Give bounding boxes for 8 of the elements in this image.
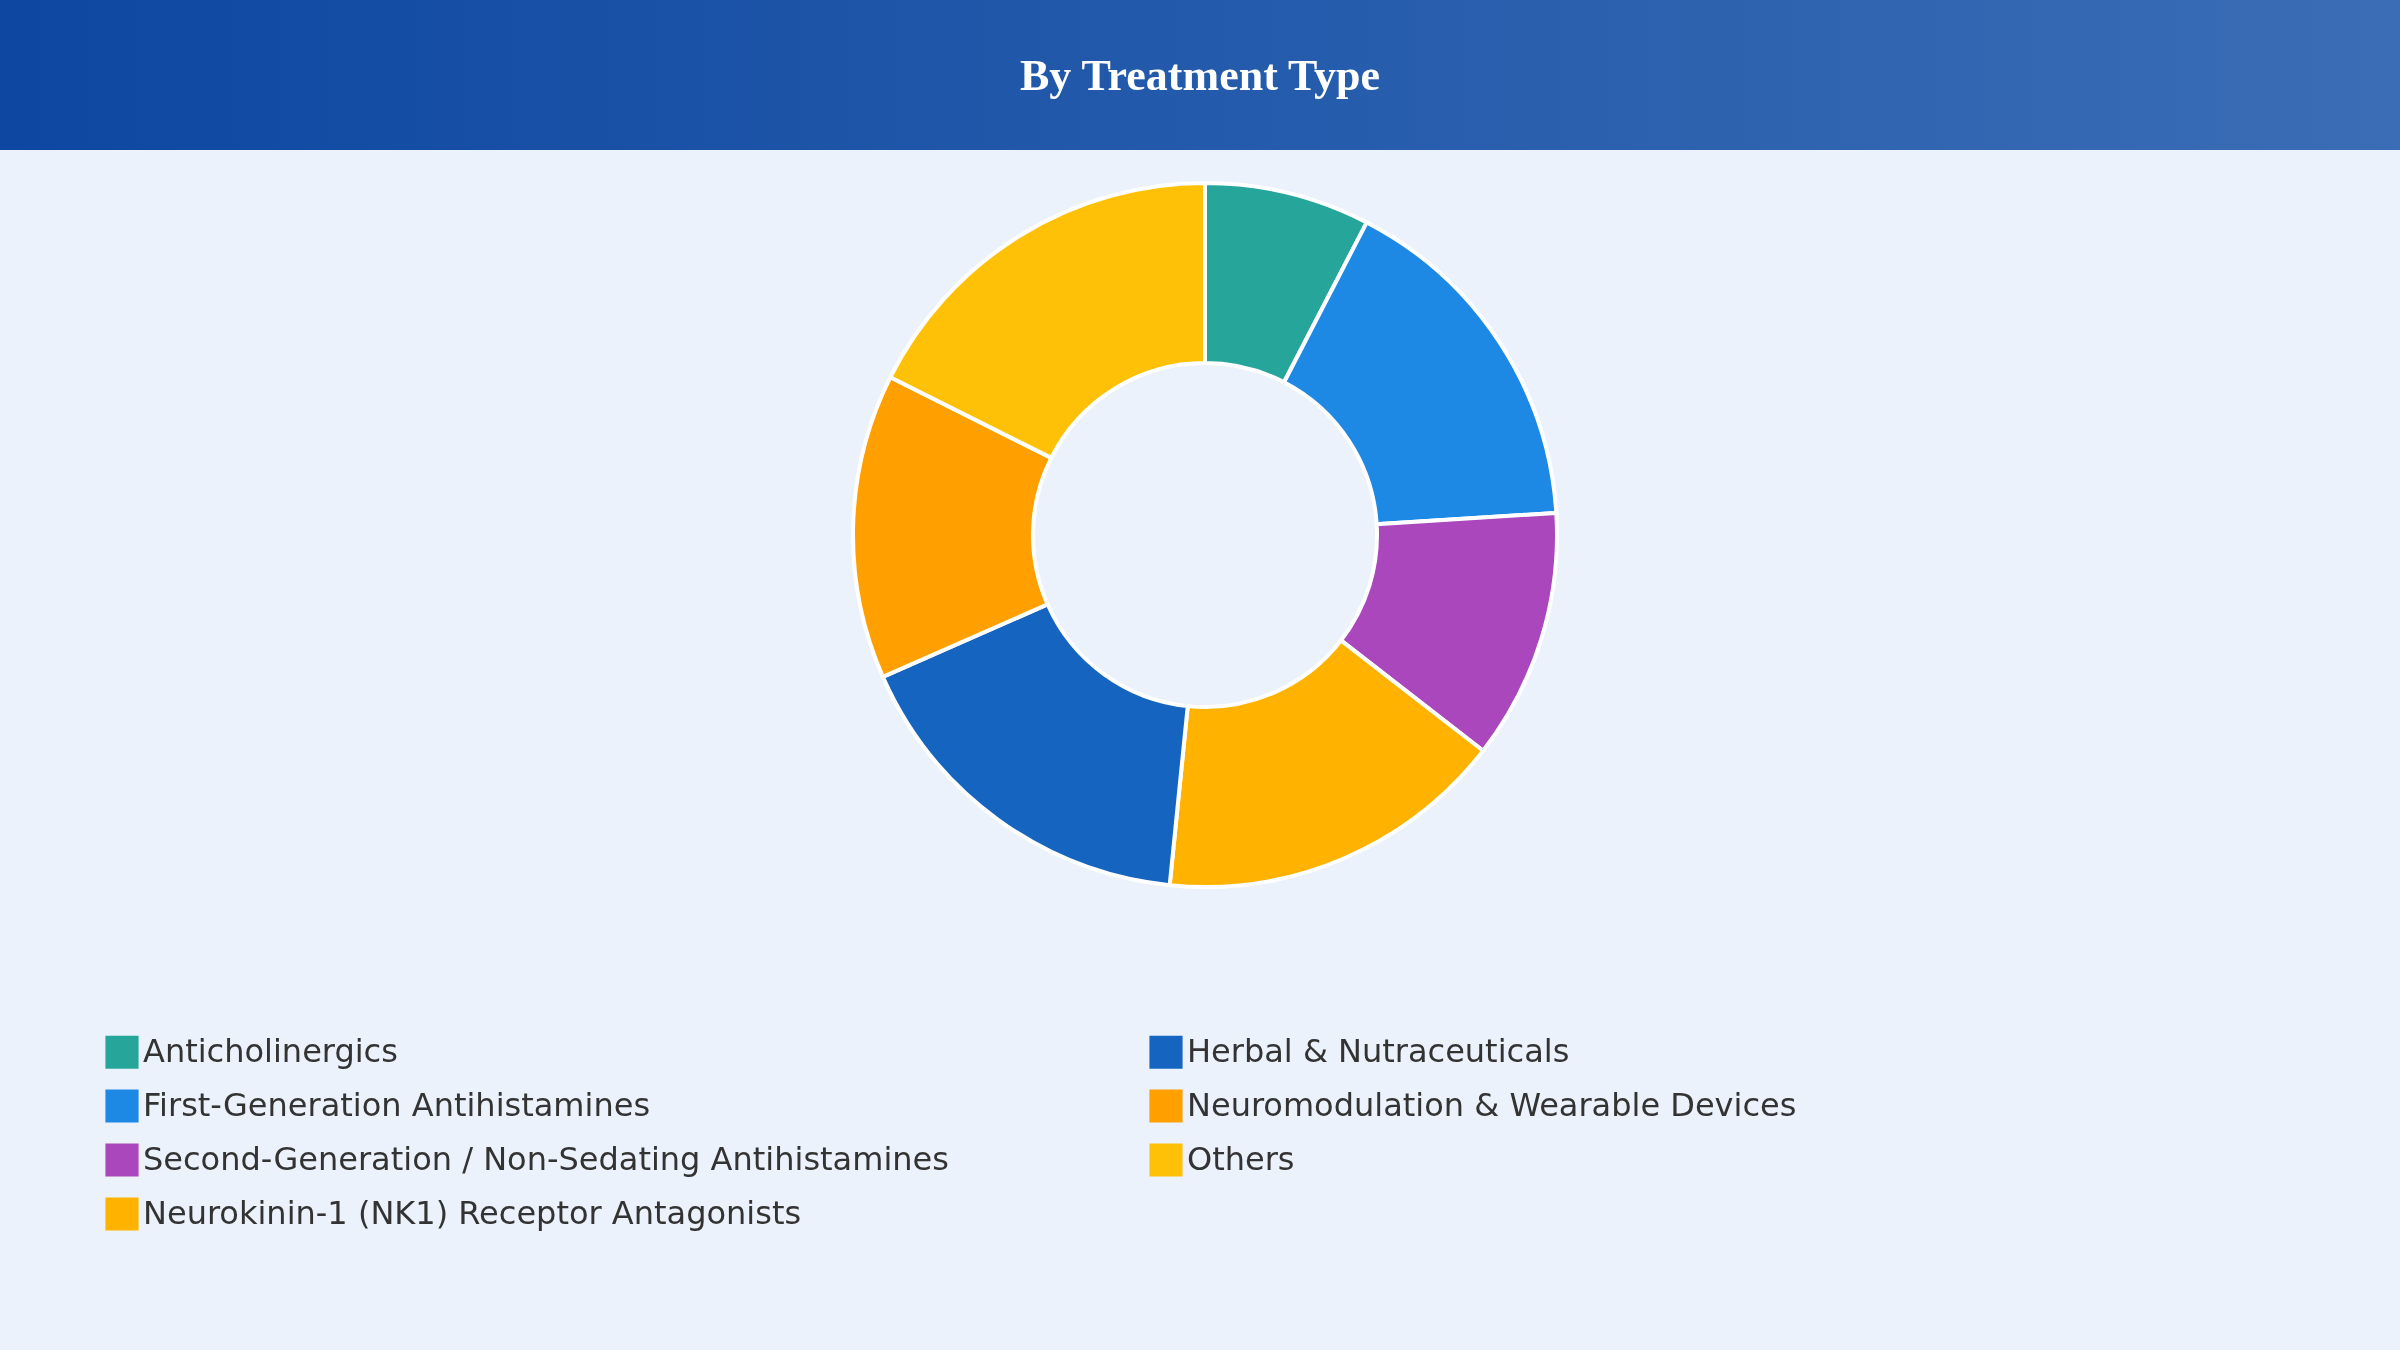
chart-title: By Treatment Type [0,0,2400,150]
legend-label: Neurokinin-1 (NK1) Receptor Antagonists [143,1194,802,1232]
legend-label: Anticholinergics [143,1032,398,1071]
legend-label: Others [1187,1140,1295,1178]
legend-label: Herbal & Nutraceuticals [1187,1032,1570,1071]
legend-label: Neuromodulation & Wearable Devices [1187,1086,1797,1124]
legend-label: First-Generation Antihistamines [143,1086,651,1124]
legend-label: Second-Generation / Non-Sedating Antihistamines [143,1140,949,1178]
